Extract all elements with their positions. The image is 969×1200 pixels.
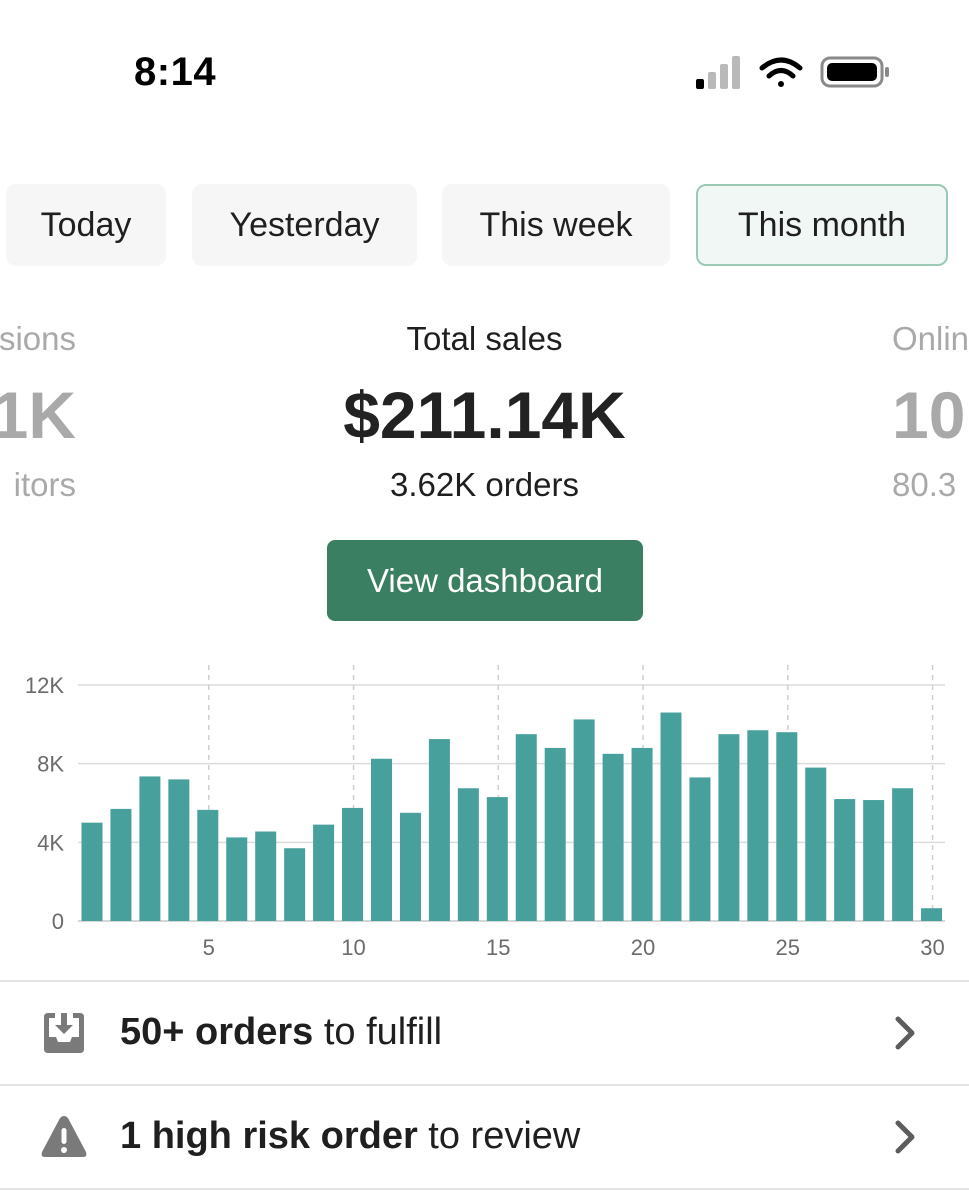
- x-tick-label: 10: [341, 935, 365, 960]
- y-tick-label: 0: [52, 909, 64, 934]
- bar: [573, 719, 595, 921]
- chevron-right-icon: [895, 1120, 915, 1154]
- metric-left-value[interactable]: 1K: [0, 378, 76, 452]
- x-tick-label: 15: [486, 935, 510, 960]
- tab-this-month[interactable]: This month: [696, 184, 948, 266]
- x-tick-label: 25: [776, 935, 800, 960]
- orders-count: 3.62K orders: [390, 466, 579, 503]
- tab-label: Yesterday: [229, 205, 380, 244]
- y-tick-label: 12K: [25, 673, 64, 698]
- inbox-download-icon: [44, 1013, 84, 1053]
- chevron-right-icon: [895, 1016, 915, 1050]
- x-tick-label: 30: [920, 935, 944, 960]
- bar: [660, 712, 682, 921]
- view-dashboard-button[interactable]: View dashboard: [327, 540, 643, 621]
- status-icons: [696, 56, 889, 89]
- bar: [892, 788, 914, 921]
- bar: [631, 747, 653, 921]
- metric-left-sub[interactable]: itors: [13, 466, 76, 503]
- total-sales-label: Total sales: [406, 320, 563, 357]
- bar: [428, 739, 450, 921]
- y-tick-label: 8K: [37, 752, 64, 777]
- bar: [139, 776, 161, 921]
- row-bold-text: 1 high risk order: [120, 1115, 418, 1157]
- bar: [399, 812, 421, 921]
- total-sales-value: $211.14K: [343, 378, 626, 452]
- bar: [805, 767, 827, 921]
- bar: [226, 837, 248, 921]
- tab-yesterday[interactable]: Yesterday: [192, 184, 417, 266]
- bar: [602, 753, 624, 921]
- divider: [0, 980, 969, 982]
- row-rest-text: to review: [417, 1115, 581, 1157]
- bar: [776, 732, 798, 921]
- high-risk-order-row[interactable]: 1 high risk order to review: [0, 1087, 969, 1187]
- bar: [342, 807, 364, 921]
- view-dashboard-label: View dashboard: [366, 561, 604, 599]
- orders-to-fulfill-text: 50+ orders to fulfill: [120, 1011, 442, 1054]
- signal-icon: [696, 56, 740, 89]
- bar: [284, 848, 306, 921]
- orders-to-fulfill-row[interactable]: 50+ orders to fulfill: [0, 983, 969, 1083]
- bar: [486, 797, 508, 921]
- metric-right-sub[interactable]: 80.3: [892, 466, 957, 503]
- bar: [197, 809, 219, 921]
- bar: [515, 734, 537, 921]
- tab-this-week[interactable]: This week: [442, 184, 670, 266]
- row-rest-text: to fulfill: [313, 1011, 443, 1053]
- tab-label: This week: [479, 205, 633, 244]
- tab-today[interactable]: Today: [6, 184, 166, 266]
- tab-label: This month: [737, 205, 907, 244]
- row-bold-text: 50+ orders: [120, 1011, 314, 1053]
- x-tick-label: 5: [203, 935, 215, 960]
- bar: [718, 734, 740, 921]
- battery-icon: [820, 56, 889, 88]
- bar: [863, 800, 885, 921]
- tab-label: Today: [40, 205, 132, 244]
- wifi-icon: [759, 57, 803, 87]
- bar: [110, 808, 132, 921]
- bar: [457, 788, 479, 921]
- high-risk-order-text: 1 high risk order to review: [120, 1115, 580, 1158]
- bar: [689, 777, 711, 921]
- status-time: 8:14: [134, 50, 217, 94]
- warning-icon: [41, 1116, 87, 1157]
- divider: [0, 1188, 969, 1190]
- bar: [371, 758, 392, 921]
- bar: [168, 779, 190, 921]
- bar: [544, 747, 566, 921]
- metric-right-label[interactable]: Onlin: [892, 320, 969, 357]
- bar: [81, 822, 103, 921]
- sales-bar-chart: 0 4K 8K 12K 5 10 15 20 25 30: [25, 665, 945, 960]
- bar: [834, 799, 856, 921]
- bar: [313, 824, 335, 921]
- bar: [921, 908, 943, 921]
- bar: [747, 730, 769, 921]
- metric-right-value[interactable]: 10: [892, 378, 966, 452]
- x-tick-label: 20: [631, 935, 655, 960]
- divider: [0, 1084, 969, 1086]
- bar: [255, 831, 277, 921]
- y-tick-label: 4K: [37, 830, 64, 855]
- metric-left-label[interactable]: sions: [0, 320, 76, 357]
